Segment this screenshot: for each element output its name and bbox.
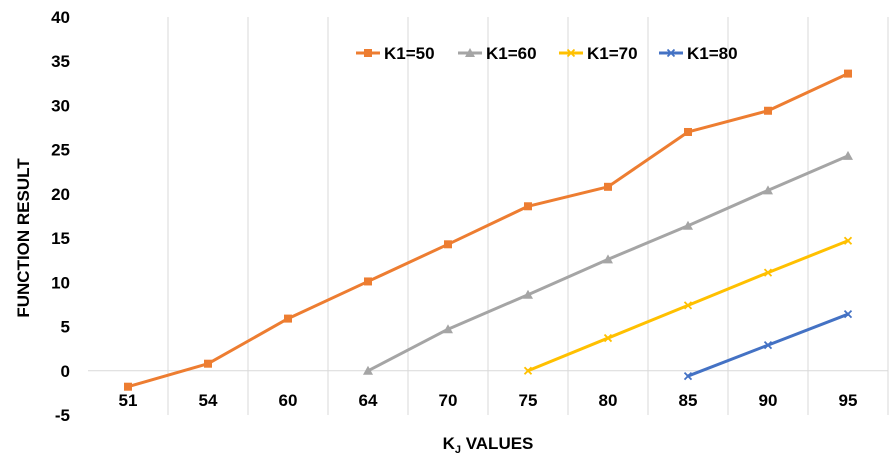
square-marker bbox=[844, 69, 852, 78]
x-tick-label: 54 bbox=[199, 391, 218, 410]
x-marker bbox=[523, 366, 533, 375]
x-marker bbox=[566, 48, 576, 58]
gridlines bbox=[167, 17, 889, 415]
x-marker bbox=[683, 301, 693, 310]
x-tick-label: 60 bbox=[279, 391, 298, 410]
y-tick-label: 10 bbox=[51, 273, 70, 292]
series-line bbox=[126, 72, 850, 389]
legend-item: K1=50 bbox=[356, 44, 435, 63]
y-tick-label: 0 bbox=[61, 362, 70, 381]
y-tick-label: 30 bbox=[51, 96, 70, 115]
x-marker bbox=[603, 333, 613, 343]
x-marker bbox=[843, 310, 853, 319]
series-lines bbox=[124, 69, 853, 391]
legend-item: K1=80 bbox=[659, 44, 738, 63]
series-k1-60 bbox=[363, 150, 853, 375]
x-axis-title-subscript: J bbox=[455, 444, 461, 456]
x-axis-title-main: K bbox=[443, 434, 456, 453]
legend-label: K1=60 bbox=[486, 44, 537, 63]
legend-label: K1=80 bbox=[687, 44, 738, 63]
legend-item: K1=70 bbox=[559, 44, 638, 63]
square-marker bbox=[604, 182, 612, 191]
legend: K1=50 K1=60 K1=70 K1=80 bbox=[356, 44, 738, 63]
square-marker bbox=[684, 127, 692, 136]
x-tick-label: 80 bbox=[599, 391, 618, 410]
y-axis-title: FUNCTION RESULT bbox=[14, 158, 33, 318]
x-tick-label: 85 bbox=[679, 391, 698, 410]
x-axis-title: KJ VALUES bbox=[443, 434, 534, 456]
series-k1-50 bbox=[124, 69, 852, 391]
square-marker bbox=[284, 314, 292, 323]
triangle-marker bbox=[843, 150, 853, 160]
y-tick-label: -5 bbox=[55, 406, 70, 425]
y-tick-label: 5 bbox=[61, 318, 70, 337]
y-tick-label: 20 bbox=[51, 185, 70, 204]
square-marker bbox=[204, 359, 212, 368]
legend-item: K1=60 bbox=[458, 44, 537, 63]
triangle-marker bbox=[683, 220, 693, 230]
triangle-marker bbox=[443, 324, 453, 334]
series-k1-70 bbox=[523, 236, 853, 375]
y-tick-label: 15 bbox=[51, 229, 70, 248]
legend-label: K1=70 bbox=[587, 44, 638, 63]
square-marker bbox=[524, 202, 532, 211]
x-axis-title-rest: VALUES bbox=[461, 434, 533, 453]
triangle-marker bbox=[363, 365, 373, 375]
square-marker bbox=[444, 240, 452, 249]
triangle-marker bbox=[465, 48, 475, 57]
legend-label: K1=50 bbox=[384, 44, 435, 63]
x-tick-label: 64 bbox=[359, 391, 378, 410]
x-marker bbox=[683, 371, 693, 381]
x-tick-label: 75 bbox=[519, 391, 538, 410]
y-tick-label: 35 bbox=[51, 52, 70, 71]
x-tick-label: 90 bbox=[759, 391, 778, 410]
axes: -5 0 5 10 15 20 25 30 35 40 51 54 60 64 70 75 80 85 90 95 bbox=[51, 8, 888, 425]
triangle-marker bbox=[523, 289, 533, 299]
x-marker bbox=[763, 268, 773, 277]
x-marker bbox=[763, 340, 773, 350]
square-marker bbox=[364, 49, 372, 57]
square-marker bbox=[364, 277, 372, 286]
x-tick-label: 95 bbox=[839, 391, 858, 410]
x-tick-label: 70 bbox=[439, 391, 458, 410]
y-tick-label: 25 bbox=[51, 141, 70, 160]
square-marker bbox=[124, 382, 132, 391]
x-marker bbox=[666, 48, 676, 58]
triangle-marker bbox=[763, 185, 773, 195]
x-marker bbox=[843, 236, 853, 245]
series-k1-80 bbox=[683, 310, 853, 381]
triangle-marker bbox=[603, 254, 613, 264]
x-tick-label: 51 bbox=[119, 391, 138, 410]
square-marker bbox=[764, 106, 772, 115]
y-tick-label: 40 bbox=[51, 8, 70, 27]
